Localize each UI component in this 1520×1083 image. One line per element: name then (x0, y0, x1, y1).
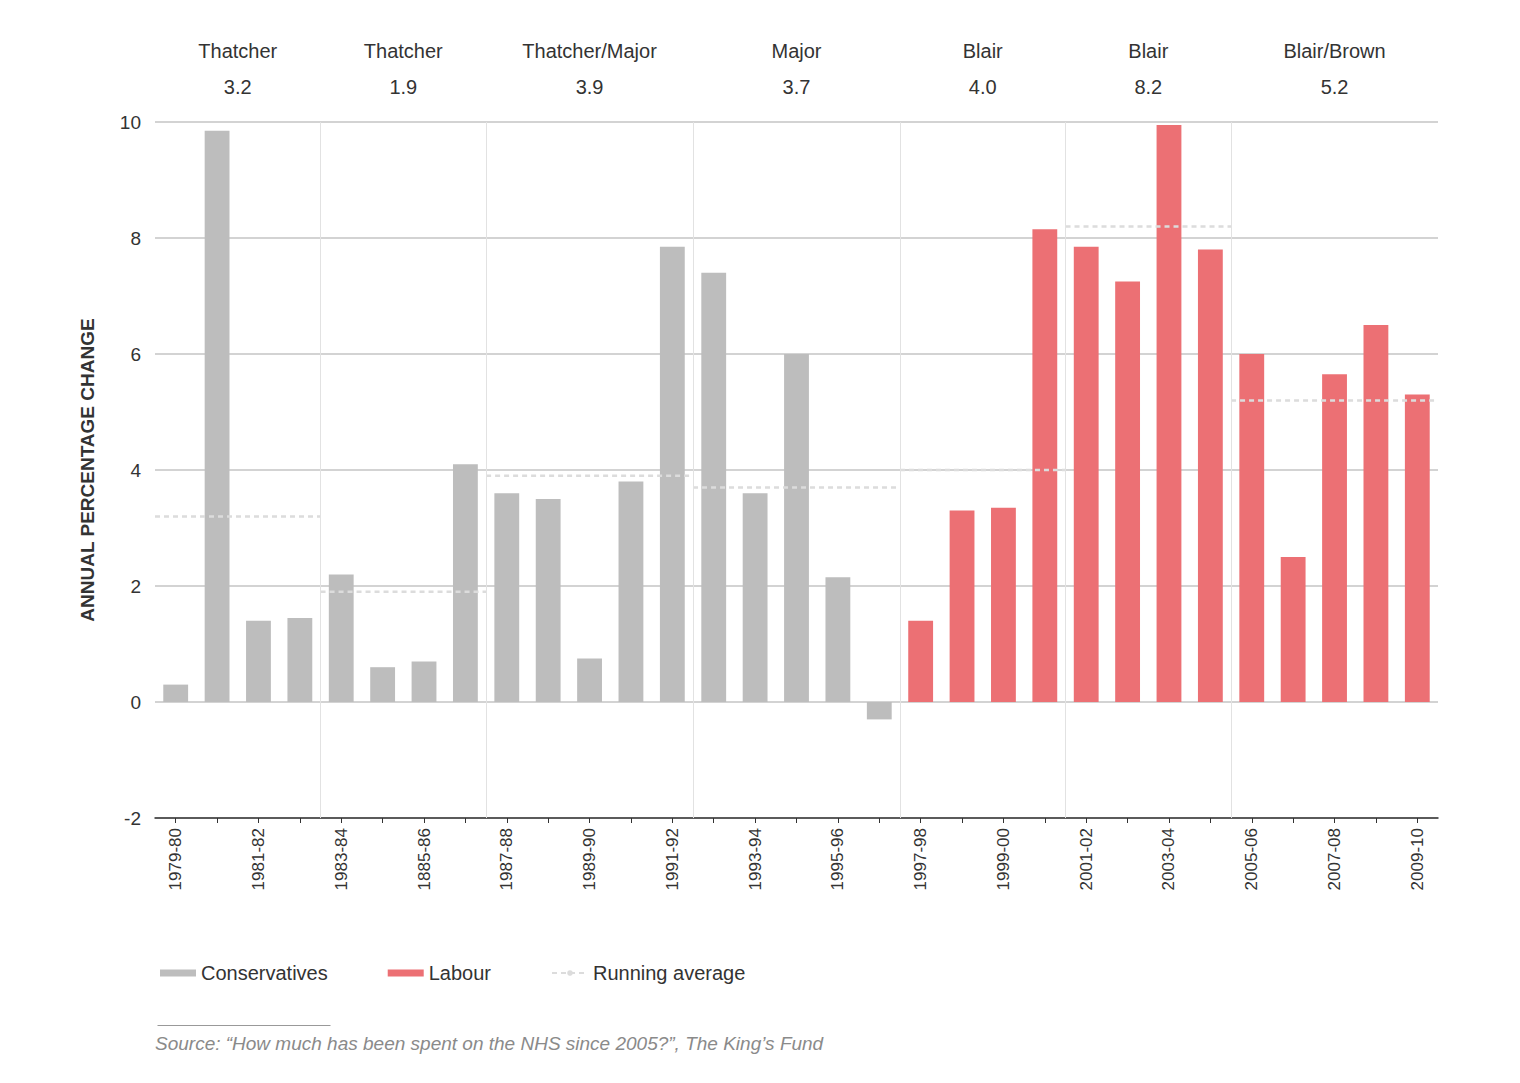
svg-text:8: 8 (130, 228, 141, 249)
svg-text:2003-04: 2003-04 (1159, 828, 1178, 890)
svg-text:5.2: 5.2 (1321, 76, 1349, 98)
svg-text:4.0: 4.0 (969, 76, 997, 98)
svg-text:1983-84: 1983-84 (332, 828, 351, 890)
svg-text:1.9: 1.9 (389, 76, 417, 98)
svg-text:Labour: Labour (429, 962, 492, 984)
svg-text:4: 4 (130, 460, 141, 481)
svg-text:1885-86: 1885-86 (415, 828, 434, 890)
svg-text:3.2: 3.2 (224, 76, 252, 98)
svg-text:Major: Major (771, 40, 821, 62)
svg-text:Source: “How much has been spe: Source: “How much has been spent on the … (155, 1033, 825, 1054)
svg-text:1979-80: 1979-80 (166, 828, 185, 890)
svg-text:Conservatives: Conservatives (201, 962, 328, 984)
svg-text:2001-02: 2001-02 (1077, 828, 1096, 890)
svg-text:Blair/Brown: Blair/Brown (1283, 40, 1385, 62)
svg-text:6: 6 (130, 344, 141, 365)
svg-text:1981-82: 1981-82 (249, 828, 268, 890)
svg-text:10: 10 (120, 112, 141, 133)
svg-text:2007-08: 2007-08 (1325, 828, 1344, 890)
svg-text:1987-88: 1987-88 (497, 828, 516, 890)
svg-text:Thatcher/Major: Thatcher/Major (522, 40, 657, 62)
svg-text:0: 0 (130, 692, 141, 713)
svg-text:2: 2 (130, 576, 141, 597)
svg-text:2009-10: 2009-10 (1408, 828, 1427, 890)
svg-text:Thatcher: Thatcher (198, 40, 277, 62)
svg-text:Blair: Blair (963, 40, 1003, 62)
svg-text:3.7: 3.7 (783, 76, 811, 98)
svg-text:Blair: Blair (1128, 40, 1168, 62)
svg-text:8.2: 8.2 (1134, 76, 1162, 98)
svg-text:1997-98: 1997-98 (911, 828, 930, 890)
svg-text:Running average: Running average (593, 962, 745, 984)
svg-text:1991-92: 1991-92 (663, 828, 682, 890)
svg-text:-2: -2 (124, 808, 141, 829)
svg-text:1989-90: 1989-90 (580, 828, 599, 890)
svg-text:2005-06: 2005-06 (1242, 828, 1261, 890)
svg-text:1993-94: 1993-94 (746, 828, 765, 890)
svg-text:1995-96: 1995-96 (828, 828, 847, 890)
svg-text:ANNUAL PERCENTAGE CHANGE: ANNUAL PERCENTAGE CHANGE (77, 318, 98, 621)
svg-text:3.9: 3.9 (576, 76, 604, 98)
svg-text:Thatcher: Thatcher (364, 40, 443, 62)
svg-text:1999-00: 1999-00 (994, 828, 1013, 890)
